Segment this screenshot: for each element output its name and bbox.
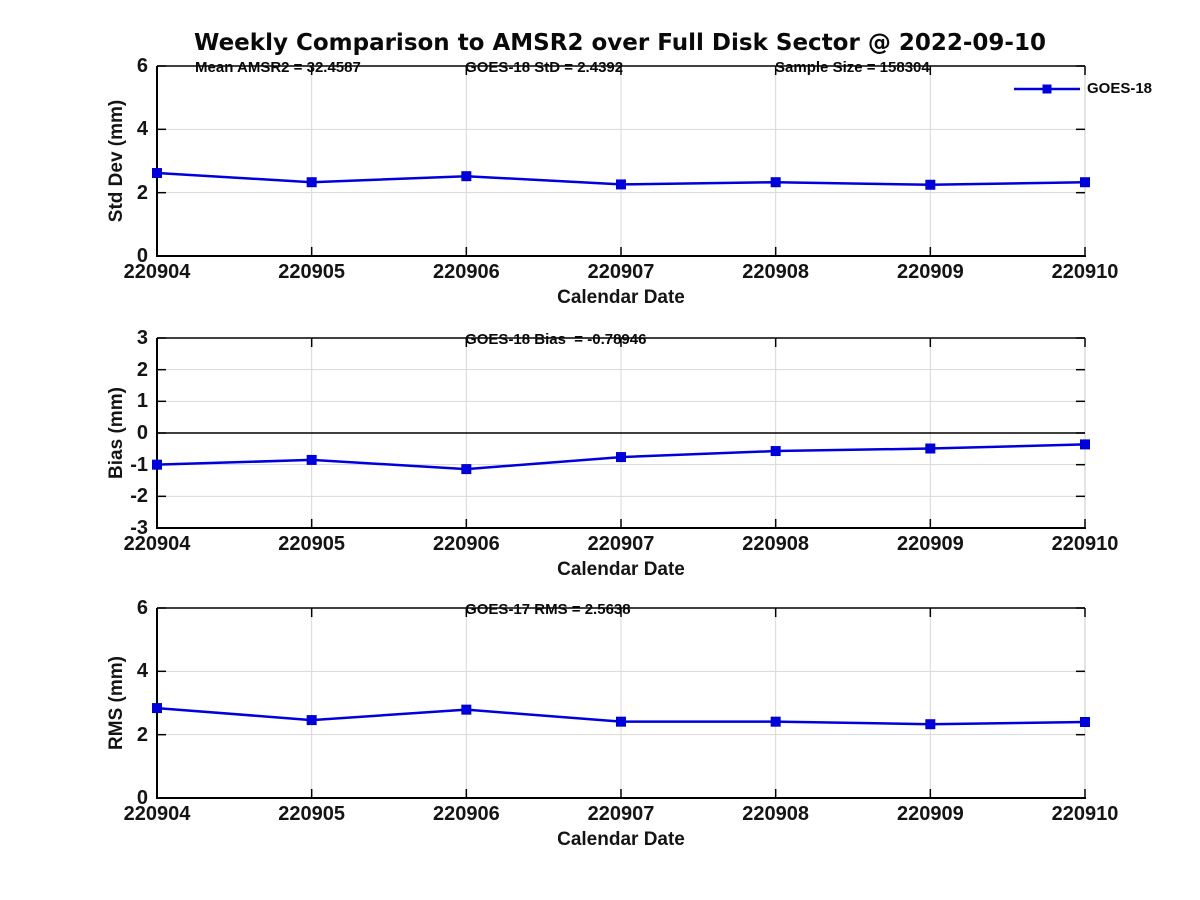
- plot-area: [152, 65, 1090, 257]
- x-tick-label: 220908: [742, 261, 810, 283]
- data-point-marker: [616, 452, 626, 463]
- y-tick-label: 0: [136, 422, 148, 444]
- y-tick-label: 2: [136, 723, 148, 746]
- x-tick-label: 220905: [278, 533, 346, 555]
- panel-annotation: GOES-18 Bias = -0.78946: [465, 331, 647, 348]
- x-tick-label: 220905: [278, 803, 346, 825]
- y-tick-label: 6: [136, 597, 148, 619]
- data-line: [156, 171, 1086, 186]
- x-tick-label: 220906: [432, 803, 500, 825]
- y-tick-label: 6: [136, 55, 148, 77]
- data-point-marker: [925, 179, 936, 190]
- y-tick-label: 1: [136, 390, 148, 413]
- x-tick-label: 220910: [1051, 803, 1119, 825]
- x-tick-label: 220904: [123, 533, 191, 555]
- panel-annotation: Mean AMSR2 = 32.4587: [195, 59, 361, 76]
- legend-label: GOES-18: [1087, 80, 1153, 97]
- data-point-marker: [770, 716, 781, 727]
- legend-marker: [1042, 84, 1052, 94]
- data-point-marker: [770, 177, 781, 188]
- panel-annotation: Sample Size = 158304: [775, 59, 930, 76]
- x-tick-label: 220907: [587, 533, 655, 555]
- axis-label-x: Calendar Date: [557, 287, 685, 308]
- data-point-marker: [152, 459, 162, 470]
- data-point-marker: [925, 719, 936, 730]
- x-tick-label: 220906: [432, 533, 500, 555]
- data-point-marker: [306, 715, 317, 726]
- x-tick-label: 220904: [123, 803, 191, 825]
- axis-label-y: Std Dev (mm): [106, 99, 127, 223]
- x-tick-label: 220910: [1051, 533, 1119, 555]
- x-tick-label: 220904: [123, 261, 191, 283]
- y-tick-label: 3: [136, 327, 148, 349]
- x-tick-label: 220908: [742, 803, 810, 825]
- axis-label-x: Calendar Date: [557, 559, 685, 580]
- axis-label-y: Bias (mm): [106, 387, 127, 479]
- y-tick-label: -2: [130, 485, 148, 508]
- data-point-marker: [616, 716, 626, 727]
- data-point-marker: [461, 171, 472, 182]
- y-tick-label: 0: [136, 787, 148, 809]
- x-tick-label: 220910: [1051, 261, 1119, 283]
- data-point-marker: [1080, 177, 1090, 188]
- y-tick-label: 2: [136, 181, 148, 204]
- figure-title: Weekly Comparison to AMSR2 over Full Dis…: [194, 30, 1046, 56]
- data-point-marker: [1080, 439, 1090, 450]
- plot-area: [152, 337, 1090, 529]
- x-tick-label: 220909: [896, 261, 964, 283]
- data-line: [156, 706, 1086, 726]
- x-tick-label: 220908: [742, 533, 810, 555]
- panel-annotation: GOES-17 RMS = 2.5638: [465, 601, 631, 618]
- data-point-marker: [770, 446, 781, 457]
- y-tick-label: 4: [136, 118, 148, 141]
- data-point-marker: [152, 703, 162, 714]
- x-tick-label: 220907: [587, 803, 655, 825]
- x-tick-label: 220909: [896, 803, 964, 825]
- y-tick-label: -1: [130, 453, 148, 476]
- y-tick-label: 0: [136, 245, 148, 267]
- x-tick-label: 220906: [432, 261, 500, 283]
- plot-area: [152, 607, 1090, 799]
- y-tick-label: 2: [136, 358, 148, 381]
- data-point-marker: [152, 168, 162, 179]
- data-point-marker: [1080, 717, 1090, 727]
- panel-annotation: GOES-18 StD = 2.4392: [465, 59, 624, 76]
- axis-label-y: RMS (mm): [106, 656, 127, 750]
- data-point-marker: [925, 443, 936, 454]
- data-point-marker: [461, 464, 472, 475]
- y-tick-label: 4: [136, 660, 148, 683]
- data-line: [156, 443, 1086, 471]
- y-tick-label: -3: [130, 517, 148, 539]
- data-point-marker: [306, 454, 317, 465]
- data-point-marker: [306, 177, 317, 188]
- x-tick-label: 220905: [278, 261, 346, 283]
- axis-label-x: Calendar Date: [557, 829, 685, 850]
- data-point-marker: [616, 179, 626, 190]
- x-tick-label: 220909: [896, 533, 964, 555]
- data-point-marker: [461, 704, 472, 715]
- x-tick-label: 220907: [587, 261, 655, 283]
